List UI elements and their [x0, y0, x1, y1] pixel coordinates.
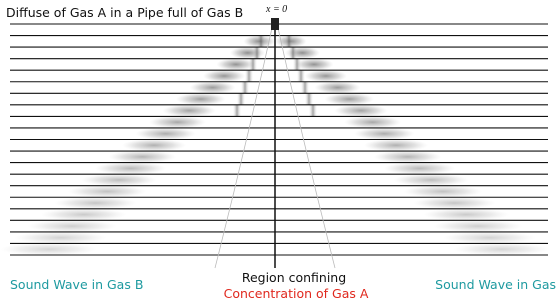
- sound-blob: [364, 139, 428, 152]
- center-label-bottom: Concentration of Gas A: [224, 286, 369, 301]
- gas-a-spot: [285, 36, 293, 48]
- sound-blob: [95, 162, 166, 175]
- sound-blob: [453, 243, 549, 256]
- gas-a-spot: [237, 93, 245, 105]
- gas-a-spot: [289, 47, 297, 59]
- gas-a-spot: [309, 105, 317, 117]
- sound-blob: [423, 208, 509, 221]
- sound-blob: [404, 185, 482, 198]
- source-spot: [271, 18, 279, 30]
- sound-blob: [163, 104, 216, 117]
- gas-a-spot: [297, 70, 305, 82]
- gas-a-spot: [241, 82, 249, 94]
- sound-blob: [374, 150, 442, 163]
- gas-a-spot: [249, 59, 257, 71]
- sound-blob: [394, 174, 469, 187]
- sound-blob: [1, 243, 97, 256]
- center-label-top: Region confining: [242, 270, 346, 285]
- sound-blob: [354, 127, 414, 140]
- title: Diffuse of Gas A in a Pipe full of Gas B: [6, 5, 243, 20]
- right-label: Sound Wave in Gas: [435, 277, 556, 292]
- sound-blob: [109, 150, 177, 163]
- sound-blob: [203, 70, 245, 83]
- sound-blob: [433, 220, 522, 233]
- gas-a-spot: [301, 82, 309, 94]
- sound-blob: [136, 127, 196, 140]
- sound-blob: [334, 104, 387, 117]
- sound-blob: [122, 139, 186, 152]
- gas-a-spot: [305, 93, 313, 105]
- sound-blob: [344, 116, 401, 129]
- gas-a-spot: [233, 105, 241, 117]
- sound-blob: [414, 197, 496, 210]
- origin-label: x = 0: [265, 4, 287, 15]
- sound-blob: [149, 116, 206, 129]
- sound-blob: [315, 81, 361, 94]
- gas-a-spot: [293, 59, 301, 71]
- sound-blob: [190, 81, 236, 94]
- sound-blob: [443, 231, 536, 244]
- sound-blob: [41, 208, 127, 221]
- diagram: Diffuse of Gas A in a Pipe full of Gas B…: [0, 0, 558, 301]
- sound-blob: [28, 220, 117, 233]
- gas-a-spot: [253, 47, 261, 59]
- left-label: Sound Wave in Gas B: [10, 277, 143, 292]
- pipe-lines: [10, 24, 548, 255]
- sound-blob: [384, 162, 455, 175]
- sound-blob: [55, 197, 137, 210]
- sound-blob: [305, 70, 347, 83]
- sound-blob: [68, 185, 146, 198]
- sound-blob: [14, 231, 107, 244]
- sound-blob: [324, 93, 374, 106]
- sound-blob: [82, 174, 157, 187]
- gas-a-spot: [245, 70, 253, 82]
- gas-a-spot: [257, 36, 265, 48]
- sound-blob: [176, 93, 226, 106]
